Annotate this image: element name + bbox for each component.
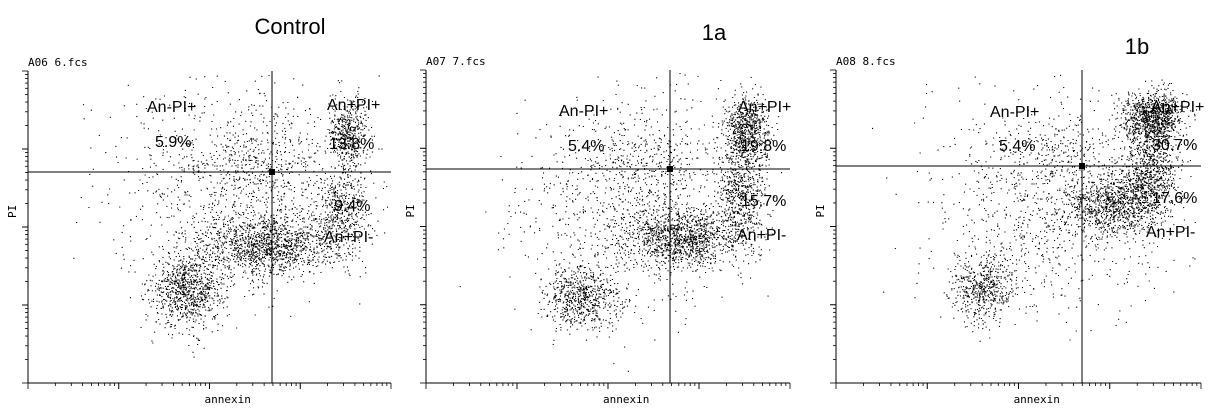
x-axis-label: annexin: [204, 393, 250, 406]
quadrant-lower-right-percent: 9.4%: [334, 198, 370, 215]
quadrant-upper-right-name: An+PI+: [738, 99, 791, 116]
quadrant-upper-left-name: An-PI+: [147, 99, 196, 116]
quadrant-upper-left-percent: 5.4%: [568, 138, 604, 155]
quadrant-upper-left-percent: 5.4%: [999, 138, 1035, 155]
x-axis-label: annexin: [603, 393, 649, 406]
panel-3: 1b A08 8.fcs annexin PI An-PI+ 5.4% An+PI+ 30.7…: [814, 34, 1204, 406]
scatter-points: [73, 74, 389, 358]
y-axis-label: PI: [404, 204, 417, 217]
panel-title: 1b: [1125, 34, 1149, 59]
y-axis-label: PI: [6, 205, 19, 218]
quadrant-upper-right-percent: 13.8%: [329, 136, 374, 153]
quadrant-lower-right-name: An+PI-: [737, 227, 786, 244]
file-label: A06 6.fcs: [28, 56, 88, 69]
quadrant-lower-right-name: An+PI-: [1146, 224, 1195, 241]
scatter-points: [872, 74, 1197, 342]
quadrant-upper-right-percent: 30.7%: [1152, 137, 1197, 154]
quadrant-upper-left-percent: 5.9%: [155, 134, 191, 151]
file-label: A08 8.fcs: [836, 55, 896, 68]
panel-1: Control A06 6.fcs annexin PI An-PI+ 5.9% An+PI…: [6, 14, 392, 406]
quadrant-lower-right-name: An+PI-: [324, 229, 373, 246]
panel-title: Control: [255, 14, 326, 39]
panel-2: 1a A07 7.fcs annexin PI An-PI+ 5.4% An+PI+ 19.8…: [404, 20, 791, 406]
quadrant-marker: [1079, 163, 1085, 169]
quadrant-upper-left-name: An-PI+: [990, 104, 1039, 121]
y-axis-label: PI: [814, 204, 827, 217]
file-label: A07 7.fcs: [426, 55, 486, 68]
quadrant-lower-right-percent: 17.6%: [1152, 190, 1197, 207]
quadrant-upper-left-name: An-PI+: [559, 103, 608, 120]
quadrant-upper-right-name: An+PI+: [327, 97, 380, 114]
panel-title: 1a: [702, 20, 727, 45]
x-axis-label: annexin: [1014, 393, 1060, 406]
quadrant-lower-right-percent: 15.7%: [741, 193, 786, 210]
quadrant-marker: [269, 169, 275, 175]
scatter-points: [459, 72, 783, 372]
quadrant-marker: [667, 166, 673, 172]
quadrant-upper-right-name: An+PI+: [1151, 99, 1204, 116]
quadrant-upper-right-percent: 19.8%: [741, 138, 786, 155]
